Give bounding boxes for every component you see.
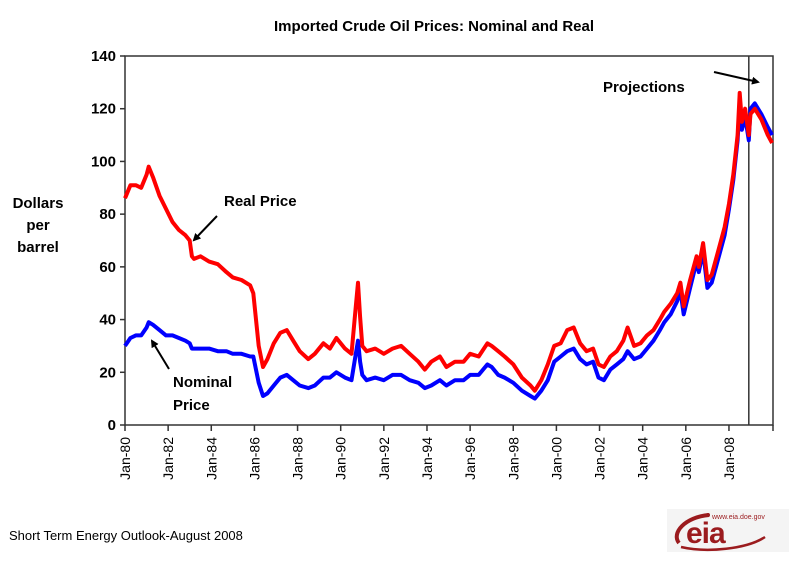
series-layer bbox=[123, 90, 774, 401]
x-tick-label: Jan-98 bbox=[505, 437, 521, 480]
annotation-projections: Projections bbox=[603, 79, 685, 96]
x-tick-label: Jan-08 bbox=[721, 437, 737, 480]
y-tick-label: 80 bbox=[99, 206, 116, 223]
y-tick-label: 140 bbox=[91, 48, 116, 65]
arrow-icon-projections bbox=[713, 71, 760, 85]
series-line-real-price bbox=[123, 90, 774, 393]
x-tick-label: Jan-00 bbox=[548, 437, 564, 480]
logo-url: www.eia.doe.gov bbox=[712, 514, 765, 521]
y-tick-label: 60 bbox=[99, 259, 116, 276]
x-tick-label: Jan-90 bbox=[333, 437, 349, 480]
y-axis-label: Dollars per barrel bbox=[13, 195, 64, 256]
chart-title: Imported Crude Oil Prices: Nominal and R… bbox=[274, 18, 594, 35]
eia-logo[interactable]: www.eia.doe.gov eia bbox=[667, 509, 789, 552]
annotation-nominal-price-line-1: Nominal bbox=[173, 374, 232, 391]
x-tick-label: Jan-92 bbox=[376, 437, 392, 480]
source-note: Short Term Energy Outlook-August 2008 bbox=[9, 528, 243, 543]
x-tick-label: Jan-80 bbox=[117, 437, 133, 480]
plot-frame bbox=[124, 55, 774, 426]
series-line-nominal-price bbox=[123, 101, 774, 401]
y-tick-label: 100 bbox=[91, 153, 116, 170]
y-tick-label: 20 bbox=[99, 364, 116, 381]
y-axis-label-line-2: per bbox=[26, 217, 50, 234]
arrow-icon-real-price bbox=[192, 215, 218, 242]
y-axis-label-line-3: barrel bbox=[17, 239, 59, 256]
annotation-nominal-price-line-2: Price bbox=[173, 397, 210, 414]
x-tick-label: Jan-88 bbox=[290, 437, 306, 480]
x-tick-label: Jan-86 bbox=[246, 437, 262, 480]
x-tick-label: Jan-82 bbox=[160, 437, 176, 480]
y-tick-label: 120 bbox=[91, 101, 116, 118]
x-tick-label: Jan-02 bbox=[592, 437, 608, 480]
x-axis: Jan-80 Jan-82 Jan-84 Jan-86 Jan-88 Jan-90 Jan-… bbox=[117, 425, 774, 480]
y-axis-label-line-1: Dollars bbox=[13, 195, 64, 212]
logo-swoosh-icon bbox=[674, 513, 766, 552]
x-tick-label: Jan-06 bbox=[678, 437, 694, 480]
x-tick-label: Jan-84 bbox=[203, 437, 219, 480]
y-axis: 0 20 40 60 80 100 120 140 bbox=[91, 48, 125, 434]
y-tick-label: 0 bbox=[108, 417, 116, 434]
arrow-icon-nominal-price bbox=[150, 339, 170, 370]
x-tick-label: Jan-04 bbox=[635, 437, 651, 480]
x-tick-label: Jan-94 bbox=[419, 437, 435, 480]
x-tick-label: Jan-96 bbox=[462, 437, 478, 480]
annotation-real-price: Real Price bbox=[224, 193, 297, 210]
logo-text: eia bbox=[686, 517, 726, 550]
y-tick-label: 40 bbox=[99, 312, 116, 329]
